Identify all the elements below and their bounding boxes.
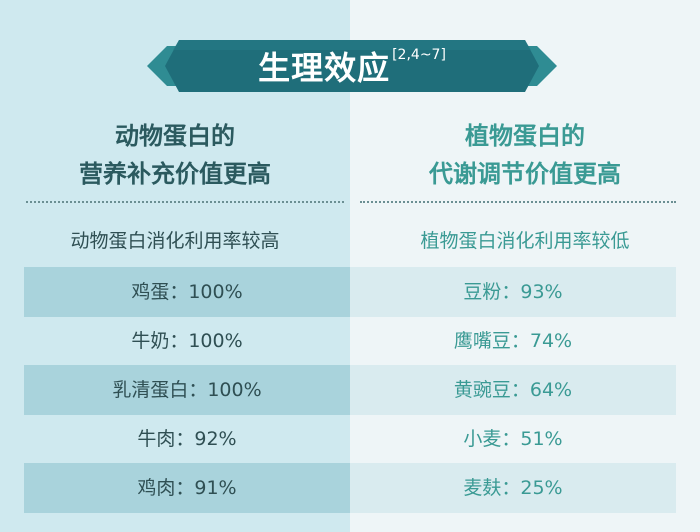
left-row-egg: 鸡蛋：100% <box>131 281 243 303</box>
left-divider <box>26 201 344 203</box>
right-row-band <box>350 365 676 415</box>
right-divider <box>360 201 676 203</box>
right-heading: 植物蛋白的 代谢调节价值更高 <box>350 117 700 193</box>
right-row-wheat: 小麦：51% <box>463 428 563 450</box>
right-subtitle: 植物蛋白消化利用率较低 <box>420 230 630 252</box>
left-row-chicken: 鸡肉：91% <box>137 477 237 499</box>
reference-mark: [2,4~7] <box>392 47 446 63</box>
title-ribbon: 生理效应 [2,4~7] <box>147 40 557 92</box>
page-title: 生理效应 <box>258 49 391 87</box>
left-row-whey: 乳清蛋白：100% <box>112 379 262 401</box>
ribbon-shape <box>147 40 557 92</box>
left-row-band <box>24 463 350 513</box>
left-row-band <box>24 365 350 415</box>
left-heading-line2: 营养补充价值更高 <box>79 160 271 188</box>
left-row-milk: 牛奶：100% <box>131 330 243 352</box>
left-heading: 动物蛋白的 营养补充价值更高 <box>0 117 350 193</box>
right-row-band <box>350 463 676 513</box>
right-row-band <box>350 267 676 317</box>
right-row-wheat-bran: 麦麸：25% <box>463 477 563 499</box>
right-row-soy-flour: 豆粉：93% <box>463 281 563 303</box>
left-heading-line1: 动物蛋白的 <box>115 122 235 150</box>
right-row-yellow-pea: 黄豌豆：64% <box>453 379 573 401</box>
left-subtitle: 动物蛋白消化利用率较高 <box>70 230 280 252</box>
right-row-chickpea: 鹰嘴豆：74% <box>453 330 573 352</box>
right-heading-line2: 代谢调节价值更高 <box>429 160 621 188</box>
left-row-beef: 牛肉：92% <box>137 428 237 450</box>
right-heading-line1: 植物蛋白的 <box>465 122 585 150</box>
left-row-band <box>24 267 350 317</box>
